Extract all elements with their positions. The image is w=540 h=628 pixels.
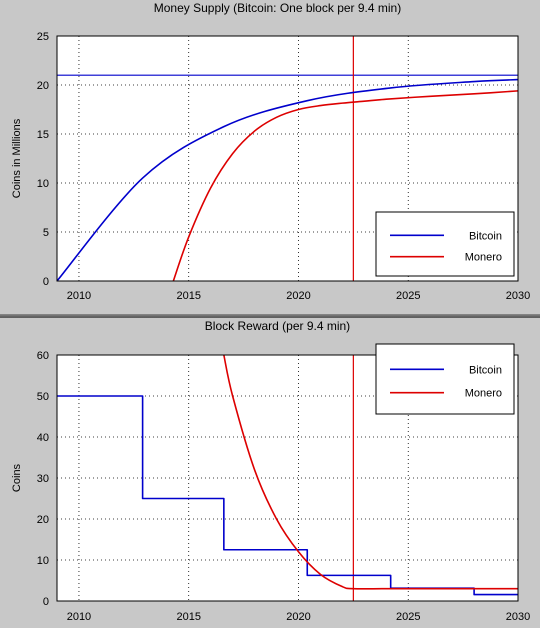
x-tick-label: 2025	[396, 290, 420, 302]
chart-title: Money Supply (Bitcoin: One block per 9.4…	[154, 1, 401, 15]
legend-box	[375, 211, 515, 277]
series-line-monero	[223, 355, 518, 590]
series-line-bitcoin	[57, 78, 518, 281]
x-tick-label: 2030	[506, 611, 530, 623]
plot-frame	[56, 35, 519, 282]
y-tick-label: 5	[43, 227, 49, 239]
legend-label-bitcoin: Bitcoin	[469, 230, 502, 242]
x-tick-label: 2010	[67, 290, 91, 302]
y-axis-label: Coins in Millions	[11, 118, 23, 198]
y-tick-label: 10	[37, 555, 49, 567]
legend-label-monero: Monero	[465, 388, 502, 400]
y-tick-label: 0	[43, 276, 49, 288]
chart-title: Block Reward (per 9.4 min)	[205, 319, 350, 333]
block-reward-chart: Block Reward (per 9.4 min)2010 2015 2020 20…	[11, 319, 530, 623]
money-supply-chart: Money Supply (Bitcoin: One block per 9.4…	[11, 1, 530, 302]
x-tick-label: 2015	[176, 290, 200, 302]
x-tick-label: 2020	[286, 290, 310, 302]
y-tick-label: 20	[37, 80, 49, 92]
y-tick-label: 40	[37, 432, 49, 444]
x-tick-label: 2020	[286, 611, 310, 623]
x-tick-label: 2010	[67, 611, 91, 623]
y-tick-label: 25	[37, 31, 49, 43]
y-tick-label: 50	[37, 391, 49, 403]
series-line-monero	[172, 90, 518, 281]
y-axis-label: Coins	[11, 463, 23, 492]
legend-box	[375, 343, 515, 415]
y-tick-label: 10	[37, 178, 49, 190]
plot-frame	[56, 354, 519, 602]
y-tick-label: 30	[37, 473, 49, 485]
block-reward-panel: Block Reward (per 9.4 min) 2010 2015 2020 20…	[0, 318, 540, 628]
y-tick-label: 20	[37, 514, 49, 526]
x-tick-label: 2030	[506, 290, 530, 302]
money-supply-panel: Money Supply (Bitcoin: One block per 9.4…	[11, 1, 531, 302]
plot-marks	[57, 36, 518, 281]
y-tick-label: 0	[43, 596, 49, 608]
legend-label-monero: Monero	[465, 252, 502, 264]
x-tick-label: 2015	[176, 611, 200, 623]
legend-label-bitcoin: Bitcoin	[469, 364, 502, 376]
plot-marks	[57, 355, 518, 601]
y-tick-label: 15	[37, 129, 49, 141]
y-tick-label: 60	[37, 350, 49, 362]
x-tick-label: 2025	[396, 611, 420, 623]
